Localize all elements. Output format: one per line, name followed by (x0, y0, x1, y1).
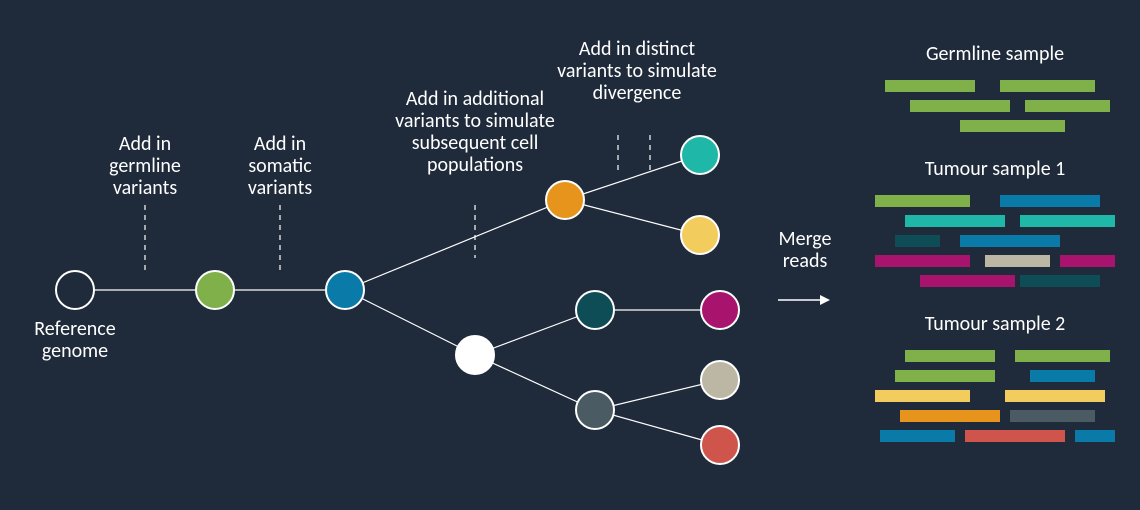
germline_title-read-2-0 (960, 120, 1065, 132)
tumour2_title: Tumour sample 2 (925, 312, 1066, 336)
germline_label: Add ingermlinevariants (109, 132, 181, 200)
tumour1_title-read-2-0 (895, 235, 940, 247)
germline_title-read-1-1 (1025, 100, 1110, 112)
node-darkteal (576, 291, 614, 329)
node-orange (546, 181, 584, 219)
tumour1_title: Tumour sample 1 (925, 157, 1066, 181)
diagram-canvas: Referencegenome Add ingermlinevariants Add… (0, 0, 1140, 510)
node-white (456, 336, 494, 374)
node-ref (56, 271, 94, 309)
germline_title-read-1-0 (910, 100, 1010, 112)
edge-soma-orange (345, 200, 565, 290)
tumour2_title-read-2-0 (875, 390, 970, 402)
merge-reads-label: Mergereads (779, 227, 832, 273)
distinct_label: Add in distinctvariants to simulatediver… (557, 37, 717, 105)
node-germ (196, 271, 234, 309)
tumour1_title-read-3-2 (1060, 255, 1115, 267)
tumour2_title-read-1-0 (895, 370, 995, 382)
tumour1_title-read-4-0 (920, 275, 1015, 287)
somatic_label: Add insomaticvariants (248, 132, 312, 200)
node-gray (576, 391, 614, 429)
germline_title: Germline sample (926, 42, 1064, 66)
node-yellow (681, 216, 719, 254)
node-magenta (701, 291, 739, 329)
additional_label: Add in additionalvariants to simulatesub… (395, 87, 555, 177)
node-soma (326, 271, 364, 309)
tumour1_title-read-2-1 (960, 235, 1060, 247)
tumour1_title-read-1-1 (1020, 215, 1115, 227)
tumour2_title-read-1-1 (1030, 370, 1095, 382)
tumour1_title-read-0-0 (875, 195, 970, 207)
tumour1_title-read-3-0 (875, 255, 970, 267)
node-teal (681, 136, 719, 174)
germline_title-read-0-1 (1000, 80, 1095, 92)
tumour2_title-read-4-1 (965, 430, 1065, 442)
tumour2_title-read-3-0 (900, 410, 1000, 422)
tumour2_title-read-0-1 (1015, 350, 1110, 362)
merge-arrow-head (820, 295, 830, 305)
tumour1_title-read-0-1 (1000, 195, 1100, 207)
node-coral (701, 426, 739, 464)
germline_title-read-0-0 (885, 80, 975, 92)
tumour2_title-read-4-2 (1075, 430, 1115, 442)
tumour1_title-read-1-0 (905, 215, 1005, 227)
tumour2_title-read-2-1 (1005, 390, 1105, 402)
tumour2_title-read-4-0 (880, 430, 955, 442)
tumour2_title-read-3-1 (1010, 410, 1095, 422)
edge-orange-teal (565, 155, 700, 200)
edge-soma-white (345, 290, 475, 355)
node-beige (701, 361, 739, 399)
tumour2_title-read-0-0 (905, 350, 995, 362)
tumour1_title-read-3-1 (985, 255, 1050, 267)
reference-genome-label: Referencegenome (34, 317, 115, 363)
tumour1_title-read-4-1 (1020, 275, 1100, 287)
edge-orange-yellow (565, 200, 700, 235)
